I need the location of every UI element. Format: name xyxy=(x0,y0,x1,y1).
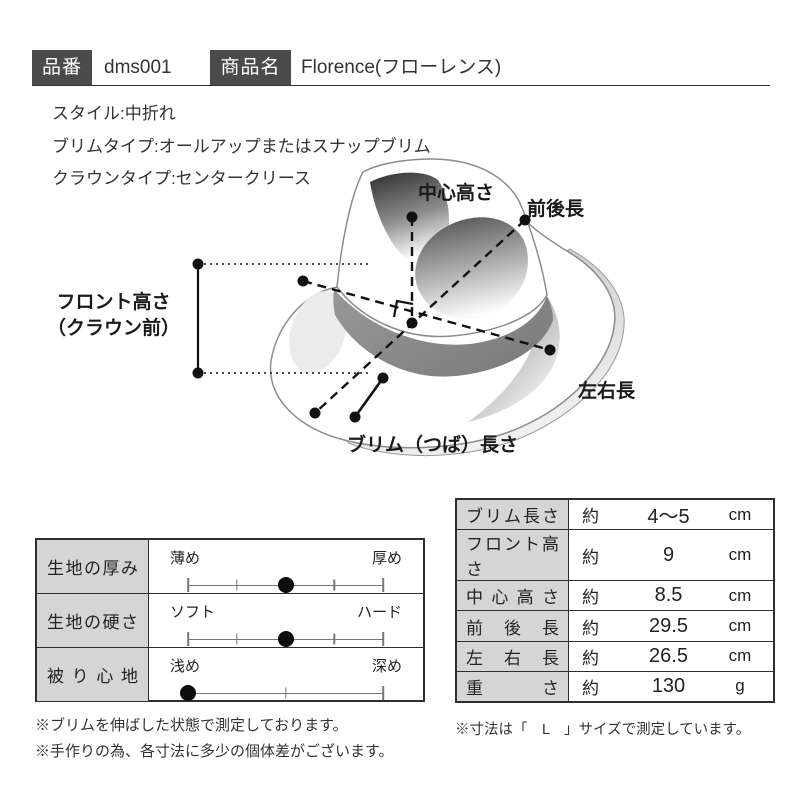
measurement-unit: g xyxy=(735,676,745,696)
measurement-lines xyxy=(192,211,556,423)
brim-length-line xyxy=(353,377,385,418)
measurement-unit: cm xyxy=(728,616,752,635)
style-spec-list: スタイル:中折れ ブリムタイプ:オールアップまたはスナップブリム クラウンタイプ… xyxy=(52,98,431,196)
spec-style: スタイル:中折れ xyxy=(52,104,176,123)
scale-endcap xyxy=(382,632,384,646)
footnote-size-basis: ※寸法は「 L 」サイズで測定しています。 xyxy=(455,722,751,738)
product-name-value: Florence(フローレンス) xyxy=(301,57,502,78)
fabric-attribute-table: 生地の厚み 薄め 厚め 生地の硬さ ソフト ハード 被り心地 xyxy=(35,538,425,702)
scale-tick xyxy=(333,579,335,591)
attribute-row-stiffness: 生地の硬さ ソフト ハード xyxy=(37,593,423,647)
approx-prefix: 約 xyxy=(582,547,599,567)
attribute-row-thickness: 生地の厚み 薄め 厚め xyxy=(37,540,423,593)
front-back-line xyxy=(314,219,526,414)
scale-tick xyxy=(284,687,287,699)
approx-prefix: 約 xyxy=(582,678,599,698)
measurement-label: ブリム長さ xyxy=(466,507,559,527)
scale-tick xyxy=(236,579,238,591)
measurement-value: 26.5 xyxy=(649,644,688,667)
scale-endcap xyxy=(382,578,384,592)
scale-max-label: 厚め xyxy=(371,550,402,567)
measurement-label: フロント高さ xyxy=(466,535,559,580)
approx-prefix: 約 xyxy=(582,648,599,668)
footnotes-left: ※ブリムを伸ばした状態で測定しております。 ※手作りの為、各寸法に多少の個体差が… xyxy=(35,713,394,765)
label-left-right-length: 左右長 xyxy=(578,381,636,402)
table-row: ブリム長さ 約 4～5 cm xyxy=(457,500,773,530)
measurement-value: 9 xyxy=(662,543,675,566)
thickness-scale xyxy=(187,577,384,593)
measurement-label: 中心高さ xyxy=(466,588,559,608)
measurement-value: 8.5 xyxy=(654,584,683,607)
product-name-label: 商品名 xyxy=(210,50,291,85)
label-front-height-line1: フロント高さ xyxy=(56,292,171,313)
approx-prefix: 約 xyxy=(582,618,599,638)
measurement-value: 4～5 xyxy=(647,506,690,529)
spec-crown-type: クラウンタイプ:センタークリース xyxy=(52,169,311,188)
item-number-value: dms001 xyxy=(104,57,172,78)
scale-endcap xyxy=(187,578,189,592)
fit-depth-scale xyxy=(180,685,384,701)
hat-illustration xyxy=(269,158,625,457)
scale-min-label: 浅め xyxy=(170,658,201,675)
measurement-label: 左右長 xyxy=(466,648,559,668)
spec-brim-type: ブリムタイプ:オールアップまたはスナップブリム xyxy=(52,136,431,156)
approx-prefix: 約 xyxy=(582,507,599,527)
attribute-label: 被り心地 xyxy=(47,667,138,686)
label-front-height-line2: （クラウン前） xyxy=(46,318,180,339)
attribute-row-fit: 被り心地 浅め 深め xyxy=(37,647,423,701)
stiffness-scale xyxy=(187,631,384,647)
left-right-line xyxy=(302,279,551,352)
measurement-unit: cm xyxy=(728,545,752,565)
scale-max-label: ハード xyxy=(356,604,402,621)
scale-tick xyxy=(333,633,335,645)
scale-min-label: 薄め xyxy=(170,550,201,567)
right-angle-mark xyxy=(392,299,414,318)
measurement-value: 29.5 xyxy=(649,614,688,637)
scale-value-dot xyxy=(277,631,294,647)
label-front-height: フロント高さ （クラウン前） xyxy=(32,290,195,342)
footnote-brim-measure: ※ブリムを伸ばした状態で測定しております。 xyxy=(35,717,348,734)
attribute-label: 生地の硬さ xyxy=(47,613,138,632)
size-measurement-table: ブリム長さ 約 4～5 cm フロント高さ 約 9 cm 中心高さ 約 8.5 … xyxy=(455,498,775,703)
table-row: フロント高さ 約 9 cm xyxy=(457,529,773,581)
measurement-unit: cm xyxy=(728,585,752,605)
measurement-unit: cm xyxy=(728,504,752,524)
item-number-label: 品番 xyxy=(32,50,92,85)
measurement-dots xyxy=(192,211,556,423)
scale-value-dot xyxy=(180,685,196,701)
scale-tick xyxy=(236,633,238,645)
table-row: 左右長 約 26.5 cm xyxy=(457,640,773,671)
label-front-back-length: 前後長 xyxy=(527,199,585,220)
approx-prefix: 約 xyxy=(582,588,599,608)
scale-endcap xyxy=(382,686,384,700)
scale-value-dot xyxy=(277,577,294,593)
table-row: 重さ 約 130 g xyxy=(457,670,773,702)
scale-endcap xyxy=(187,632,189,646)
measurement-unit: cm xyxy=(728,646,752,666)
label-brim-length: ブリム（つば）長さ xyxy=(347,435,519,456)
table-row: 中心高さ 約 8.5 cm xyxy=(457,580,773,611)
scale-min-label: ソフト xyxy=(170,604,216,621)
measurement-value: 130 xyxy=(651,674,686,697)
table-row: 前後長 約 29.5 cm xyxy=(457,610,773,641)
footnote-handmade: ※手作りの為、各寸法に多少の個体差がございます。 xyxy=(35,743,394,760)
hat-measurement-diagram xyxy=(192,158,625,457)
measurement-label: 重さ xyxy=(466,678,559,698)
scale-max-label: 深め xyxy=(371,658,402,675)
header-divider xyxy=(32,85,770,86)
label-center-height: 中心高さ xyxy=(418,183,495,204)
attribute-label: 生地の厚み xyxy=(47,559,138,578)
measurement-label: 前後長 xyxy=(466,618,559,638)
